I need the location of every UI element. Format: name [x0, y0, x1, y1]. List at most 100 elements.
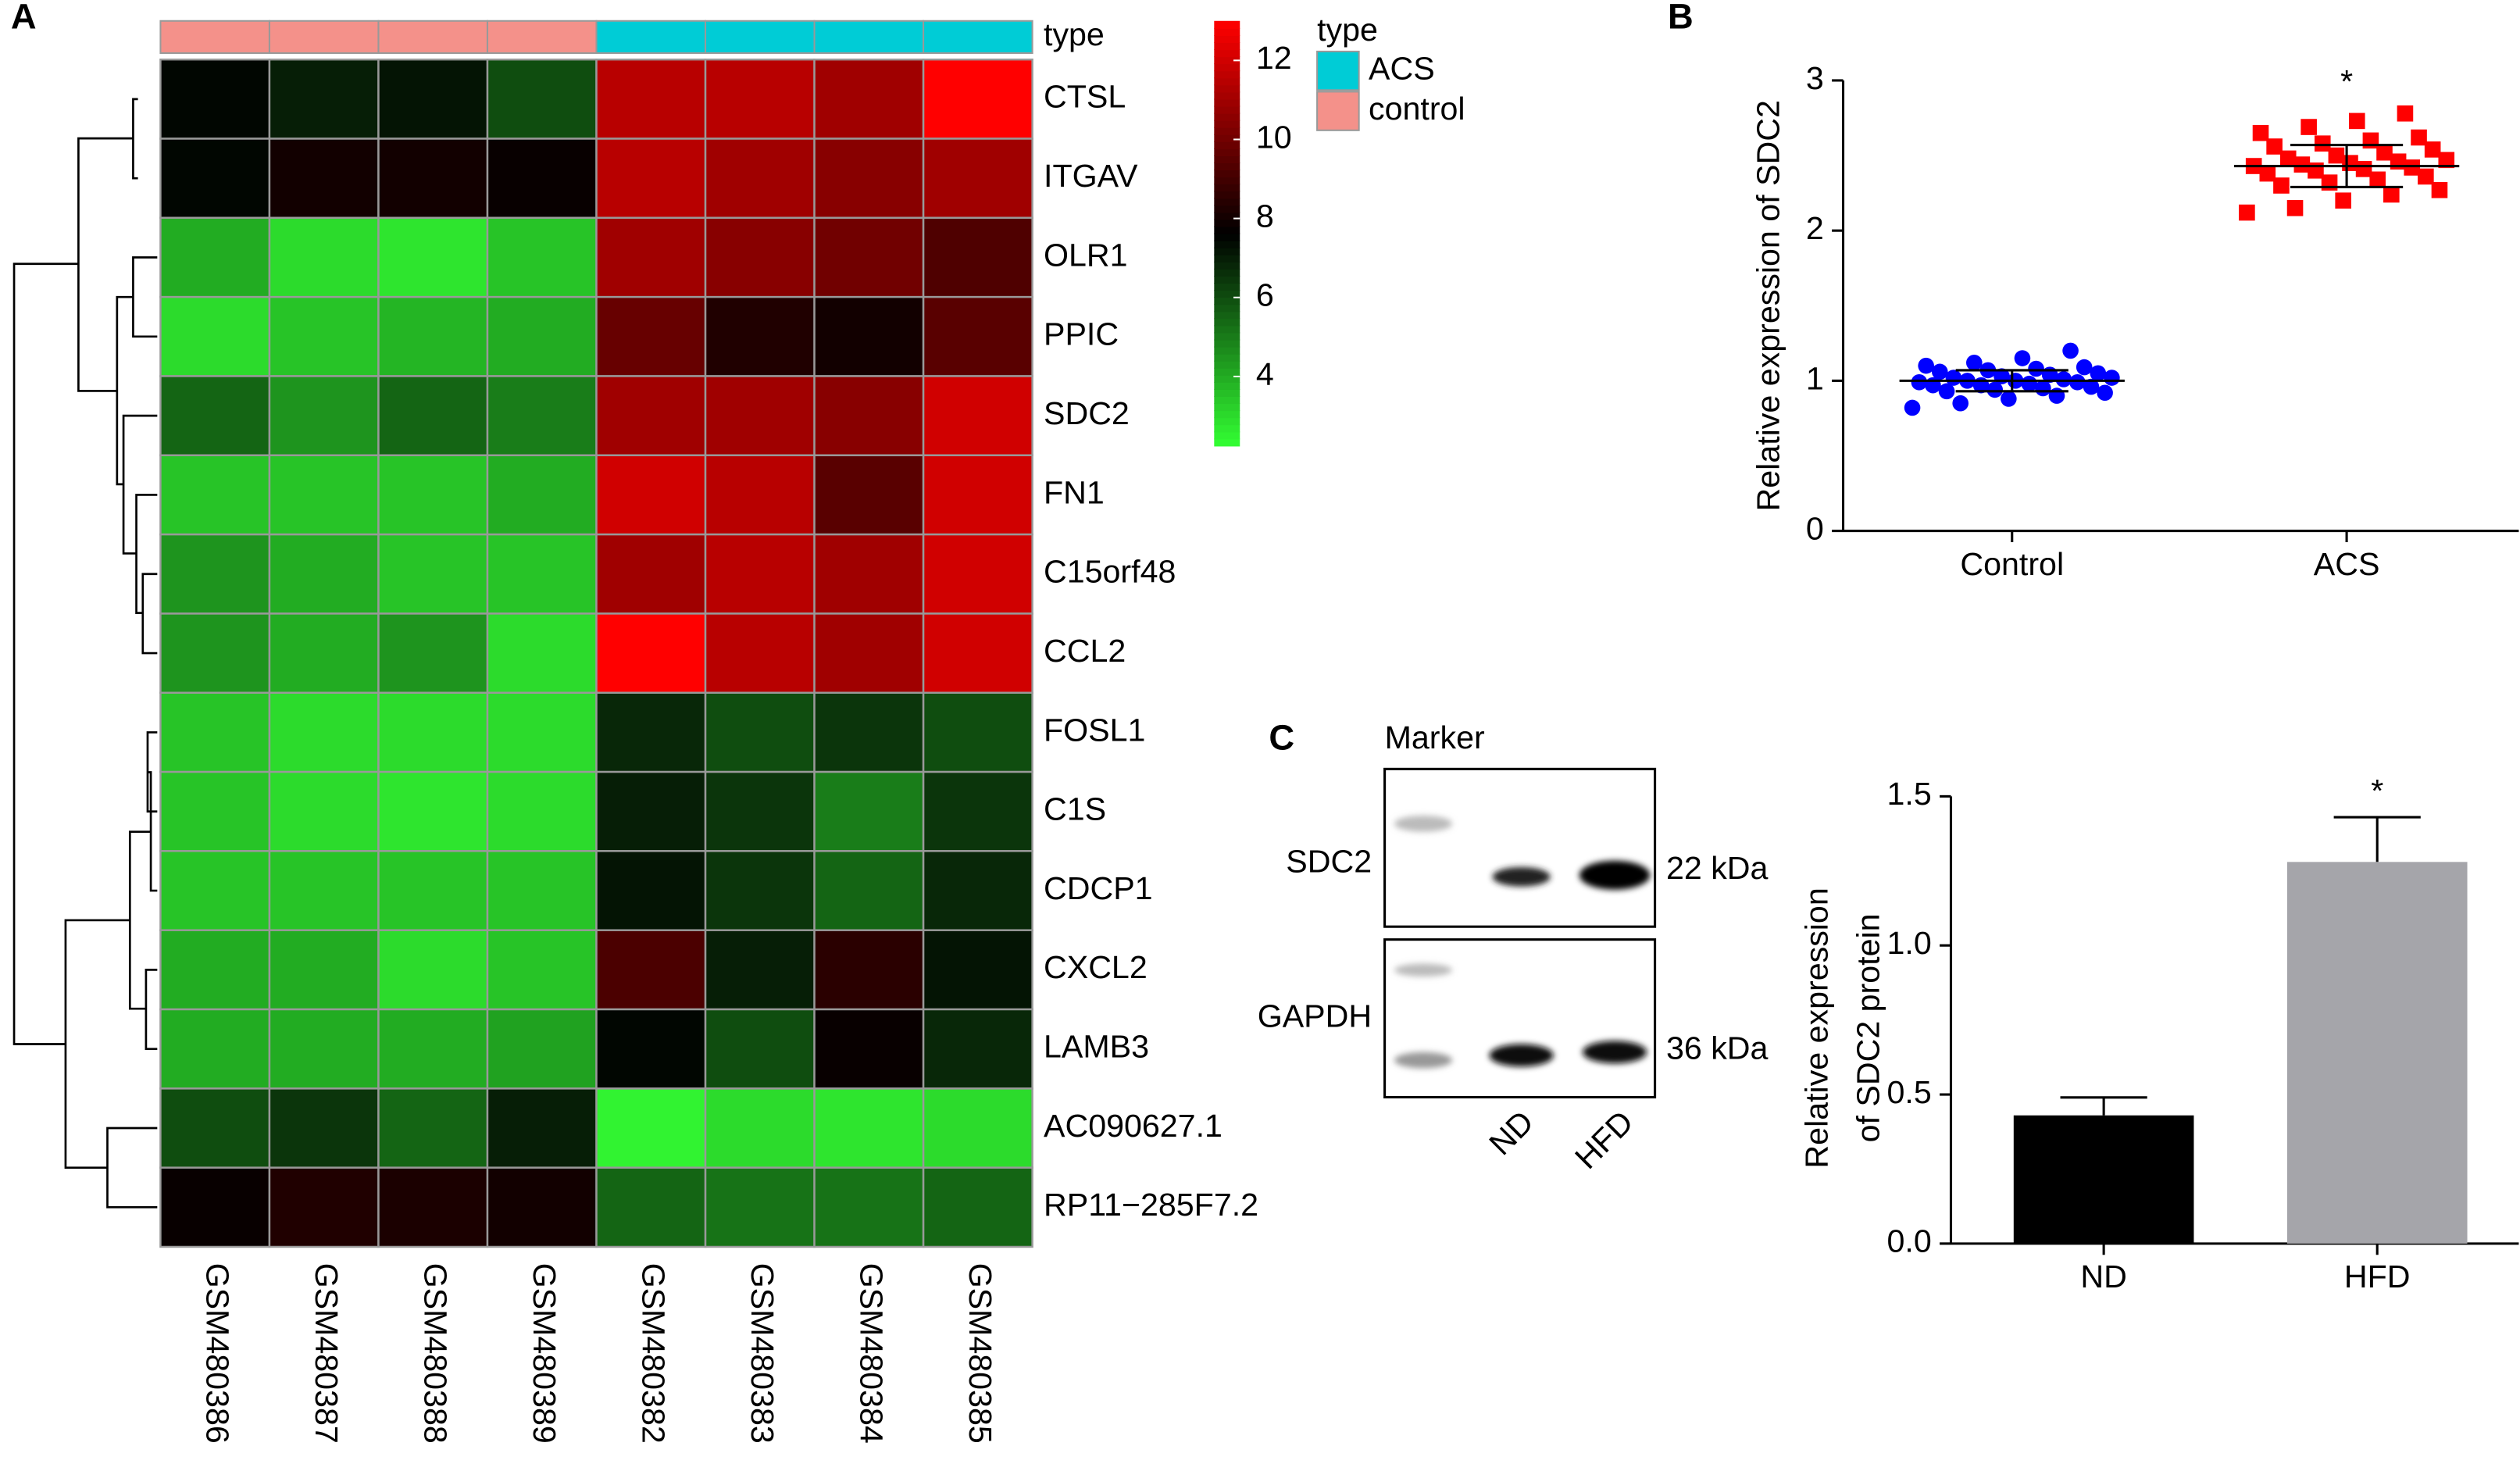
colorbar-step: [1214, 417, 1240, 426]
colorbar-step: [1214, 388, 1240, 398]
point: [2239, 204, 2255, 221]
point: [1966, 355, 1983, 371]
colorbar-step: [1214, 63, 1240, 72]
row-label: SDC2: [1044, 395, 1130, 431]
heat-cell: [704, 295, 816, 377]
colorbar-label: 12: [1256, 40, 1292, 76]
heat-cell: [922, 770, 1033, 852]
heat-cell: [486, 137, 598, 220]
row-label: C1S: [1044, 791, 1106, 827]
type-cell: [595, 20, 707, 54]
dendrogram: [12, 98, 158, 1209]
heat-cell: [159, 533, 271, 615]
colorbar-step: [1214, 297, 1240, 305]
colorbar-step: [1214, 112, 1240, 121]
point: [1904, 399, 1921, 416]
heat-cell: [486, 929, 598, 1011]
colorbar-step: [1214, 27, 1240, 36]
colorbar-step: [1214, 353, 1240, 362]
y-axis-label: Relative expression: [1798, 887, 1834, 1168]
heat-cell: [159, 612, 271, 694]
colorbar-step: [1214, 41, 1240, 51]
heat-cell: [704, 216, 816, 298]
row-label: C15orf48: [1044, 554, 1176, 590]
point: [2355, 161, 2372, 177]
colorbar-label: 6: [1256, 277, 1274, 313]
heat-cell: [377, 770, 489, 852]
heat-cell: [268, 929, 380, 1011]
heat-cell: [813, 137, 925, 220]
type-cell: [159, 20, 270, 54]
colorbar-step: [1214, 367, 1240, 376]
legend-label: control: [1369, 91, 1465, 127]
heat-cell: [159, 929, 271, 1011]
y-tick-label: 3: [1806, 60, 1824, 96]
point: [2062, 342, 2079, 359]
heat-cell: [159, 216, 271, 298]
heat-cell: [268, 58, 380, 140]
point: [2090, 365, 2107, 382]
point: [2411, 129, 2427, 146]
bar: [2013, 1115, 2194, 1244]
blot-bands: [1394, 816, 1651, 1069]
colorbar-step: [1214, 212, 1240, 220]
heat-cell: [377, 1087, 489, 1169]
heat-cell: [922, 137, 1033, 220]
point: [2097, 384, 2113, 402]
blot-frame: [1383, 767, 1657, 928]
point: [2418, 168, 2434, 185]
heat-cell: [268, 216, 380, 298]
heat-cell: [159, 454, 271, 536]
colorbar-step: [1214, 240, 1240, 248]
point: [2431, 181, 2448, 198]
heat-cell: [922, 295, 1033, 377]
point: [2076, 359, 2093, 376]
blot-marker-label: Marker: [1385, 720, 1485, 755]
heat-cell: [595, 691, 707, 773]
point: [2300, 119, 2317, 135]
point: [2252, 124, 2269, 141]
heat-cell: [813, 1008, 925, 1090]
point: [2376, 144, 2393, 161]
row-label: FN1: [1044, 474, 1105, 510]
colorbar-step: [1214, 105, 1240, 114]
colorbar-step: [1214, 141, 1240, 149]
heat-cell: [159, 295, 271, 377]
column-label: GSM480383: [744, 1263, 780, 1444]
colorbar-step: [1214, 98, 1240, 107]
blot-size: 22 kDa: [1666, 850, 1769, 886]
colorbar-step: [1214, 20, 1240, 29]
colorbar-step: [1214, 148, 1240, 156]
point: [2404, 159, 2421, 176]
heat-cell: [922, 850, 1033, 931]
heat-cell: [486, 533, 598, 615]
row-label: FOSL1: [1044, 712, 1145, 748]
y-tick-label: 2: [1806, 210, 1824, 246]
point: [2014, 350, 2031, 366]
colorbar-step: [1214, 410, 1240, 419]
colorbar-step: [1214, 162, 1240, 171]
blot-protein: SDC2: [1286, 844, 1372, 880]
heat-cell: [486, 850, 598, 931]
point: [2069, 374, 2086, 391]
heat-cell: [813, 216, 925, 298]
heat-cell: [813, 533, 925, 615]
heat-cell: [377, 1166, 489, 1248]
y-tick-label: 1: [1806, 360, 1824, 396]
heat-cell: [268, 533, 380, 615]
heat-cell: [377, 612, 489, 694]
heat-cell: [595, 1166, 707, 1248]
column-label: GSM480385: [962, 1263, 998, 1444]
heat-cell: [159, 770, 271, 852]
significance: *: [2371, 773, 2383, 809]
heat-cell: [159, 375, 271, 457]
x-tick-label: ACS: [2314, 546, 2380, 582]
heat-cell: [486, 691, 598, 773]
heat-cell: [486, 216, 598, 298]
heat-cell: [922, 691, 1033, 773]
heat-cell: [922, 216, 1033, 298]
column-label: GSM480384: [853, 1263, 889, 1444]
colorbar-step: [1214, 311, 1240, 320]
point: [1945, 370, 1962, 386]
